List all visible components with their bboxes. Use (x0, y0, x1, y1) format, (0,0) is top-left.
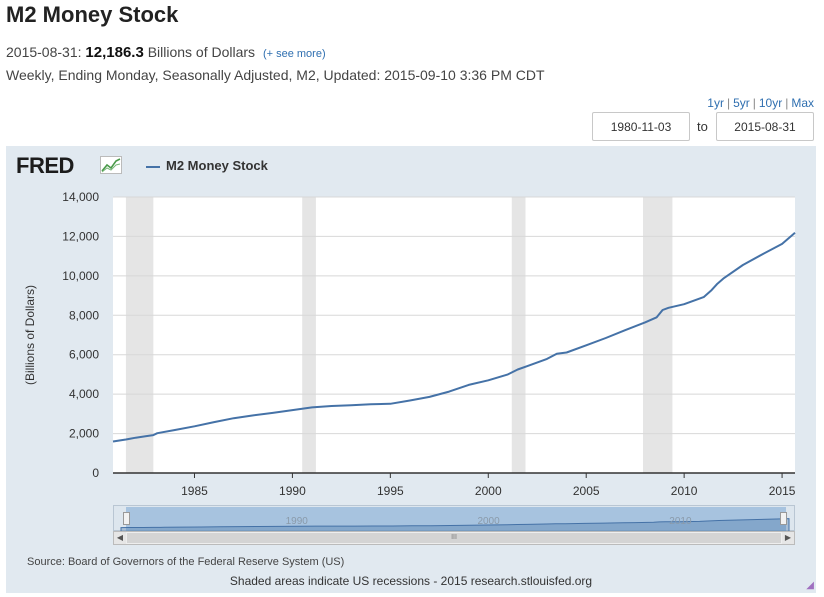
scroll-left-arrow-icon[interactable]: ◀ (114, 532, 126, 544)
y-axis-label: (Billions of Dollars) (23, 285, 37, 385)
chart-plot[interactable]: 0 2,000 4,000 6,000 8,000 10,000 12,000 14,000 1… (6, 146, 816, 593)
range-separator: | (726, 96, 731, 110)
fred-logo[interactable]: FRED (16, 153, 74, 178)
recession-band (125, 197, 154, 473)
range-separator: | (752, 96, 756, 110)
observation-units: Billions of Dollars (147, 44, 256, 60)
x-tick-label: 2005 (573, 484, 600, 498)
navigator-left-handle[interactable] (123, 512, 130, 525)
y-tick-label: 14,000 (62, 190, 99, 204)
x-tick-label: 1990 (279, 484, 306, 498)
x-tick-label: 2015 (769, 484, 796, 498)
start-date-input[interactable] (592, 112, 690, 141)
recession-band (302, 197, 316, 473)
y-tick-label: 0 (92, 466, 99, 480)
y-tick-label: 10,000 (62, 269, 99, 283)
navigator-scrollbar[interactable]: ◀ III ▶ (113, 531, 795, 545)
range-navigator[interactable]: 1990 2000 2010 ◀ III ▶ (113, 505, 795, 545)
y-tick-label: 2,000 (69, 427, 99, 441)
page-title: M2 Money Stock (6, 2, 179, 27)
chart-legend[interactable]: M2 Money Stock (146, 158, 268, 173)
range-1yr-link[interactable]: 1yr (707, 96, 724, 110)
x-tick-label: 1995 (377, 484, 404, 498)
source-note: Source: Board of Governors of the Federa… (27, 556, 345, 568)
observation-value: 12,186.3 (85, 44, 144, 61)
navigator-area (120, 518, 790, 532)
recession-band (511, 197, 526, 473)
y-tick-label: 4,000 (69, 387, 99, 401)
scroll-right-arrow-icon[interactable]: ▶ (782, 532, 794, 544)
range-10yr-link[interactable]: 10yr (758, 96, 783, 110)
x-tick-label: 2000 (475, 484, 502, 498)
navigator-track[interactable]: 1990 2000 2010 (113, 505, 795, 532)
navigator-right-handle[interactable] (780, 512, 787, 525)
navigator-series: 1990 2000 2010 (120, 516, 790, 532)
navigator-tick-label: 2010 (669, 516, 692, 527)
navigator-tick-label: 1990 (286, 516, 309, 527)
range-5yr-link[interactable]: 5yr (733, 96, 750, 110)
y-tick-label: 8,000 (69, 308, 99, 322)
date-to-label: to (697, 119, 708, 134)
range-links: 1yr | 5yr | 10yr | Max (707, 96, 814, 110)
navigator-tick-label: 2000 (477, 516, 500, 527)
end-date-input[interactable] (716, 112, 814, 141)
latest-observation: 2015-08-31: 12,186.3 Billions of Dollars… (6, 44, 326, 61)
resize-handle-icon[interactable]: ◢ (806, 580, 814, 591)
legend-swatch (146, 165, 160, 168)
chart-panel: 0 2,000 4,000 6,000 8,000 10,000 12,000 14,000 1… (6, 146, 816, 593)
see-more-link[interactable]: (+ see more) (262, 48, 326, 60)
series-line-m2 (112, 232, 796, 443)
observation-date: 2015-08-31: (6, 44, 82, 60)
scrollbar-thumb[interactable]: III (127, 533, 781, 543)
legend-label: M2 Money Stock (166, 158, 268, 173)
recession-footnote: Shaded areas indicate US recessions - 20… (229, 574, 593, 588)
series-metadata: Weekly, Ending Monday, Seasonally Adjust… (6, 67, 545, 83)
recession-band (643, 197, 673, 473)
fred-graph-icon (100, 156, 122, 174)
x-tick-label: 2010 (671, 484, 698, 498)
x-tick-label: 1985 (181, 484, 208, 498)
plot-background (113, 197, 795, 473)
range-max-link[interactable]: Max (791, 96, 814, 110)
y-tick-label: 6,000 (69, 348, 99, 362)
y-tick-label: 12,000 (62, 229, 99, 243)
range-separator: | (785, 96, 789, 110)
